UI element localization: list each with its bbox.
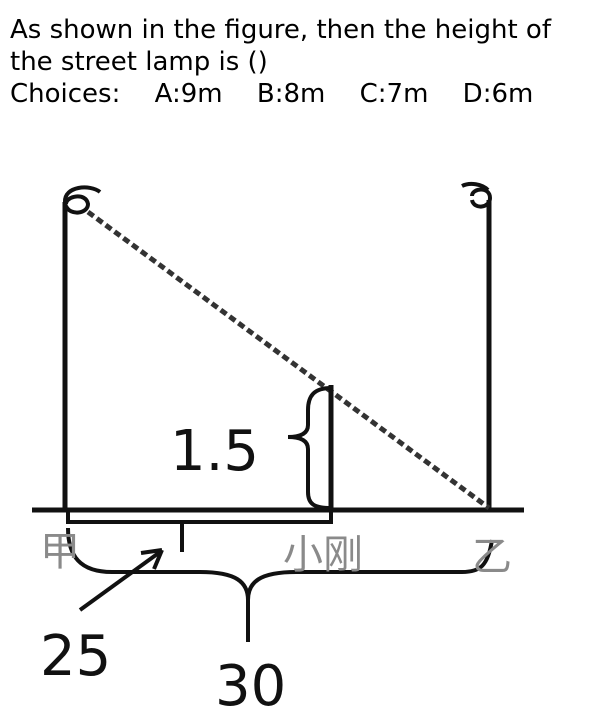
height-label: 1.5: [170, 419, 259, 484]
question-text: As shown in the figure, then the height …: [10, 14, 595, 110]
choice-c: C:7m: [359, 79, 429, 109]
height-brace: [287, 386, 332, 510]
point-label-yi: 乙: [472, 534, 512, 580]
distance-30-label: 30: [215, 654, 286, 719]
point-label-jia: 甲: [40, 529, 80, 575]
arrow-25-head-icon: [140, 548, 164, 570]
left-lamp-head-icon: [63, 185, 102, 215]
choices-line: Choices: A:9m B:8m C:7m D:6m: [10, 78, 595, 110]
question-line-1: As shown in the figure, then the height …: [10, 15, 551, 45]
choice-d: D:6m: [462, 79, 534, 109]
choice-b: B:8m: [256, 79, 326, 109]
arrow-25-shaft: [78, 550, 162, 612]
point-label-xiaogang: 小刚: [283, 532, 363, 578]
question-line-2: the street lamp is (): [10, 47, 268, 77]
right-lamp-head-icon: [461, 181, 493, 209]
choices-prefix: Choices:: [10, 79, 121, 109]
choice-a: A:9m: [154, 79, 223, 109]
distance-25-label: 25: [40, 624, 111, 689]
distance-25-bracket: [66, 512, 333, 552]
light-ray-dashed: [86, 209, 491, 511]
distance-30-brace: [66, 527, 494, 642]
